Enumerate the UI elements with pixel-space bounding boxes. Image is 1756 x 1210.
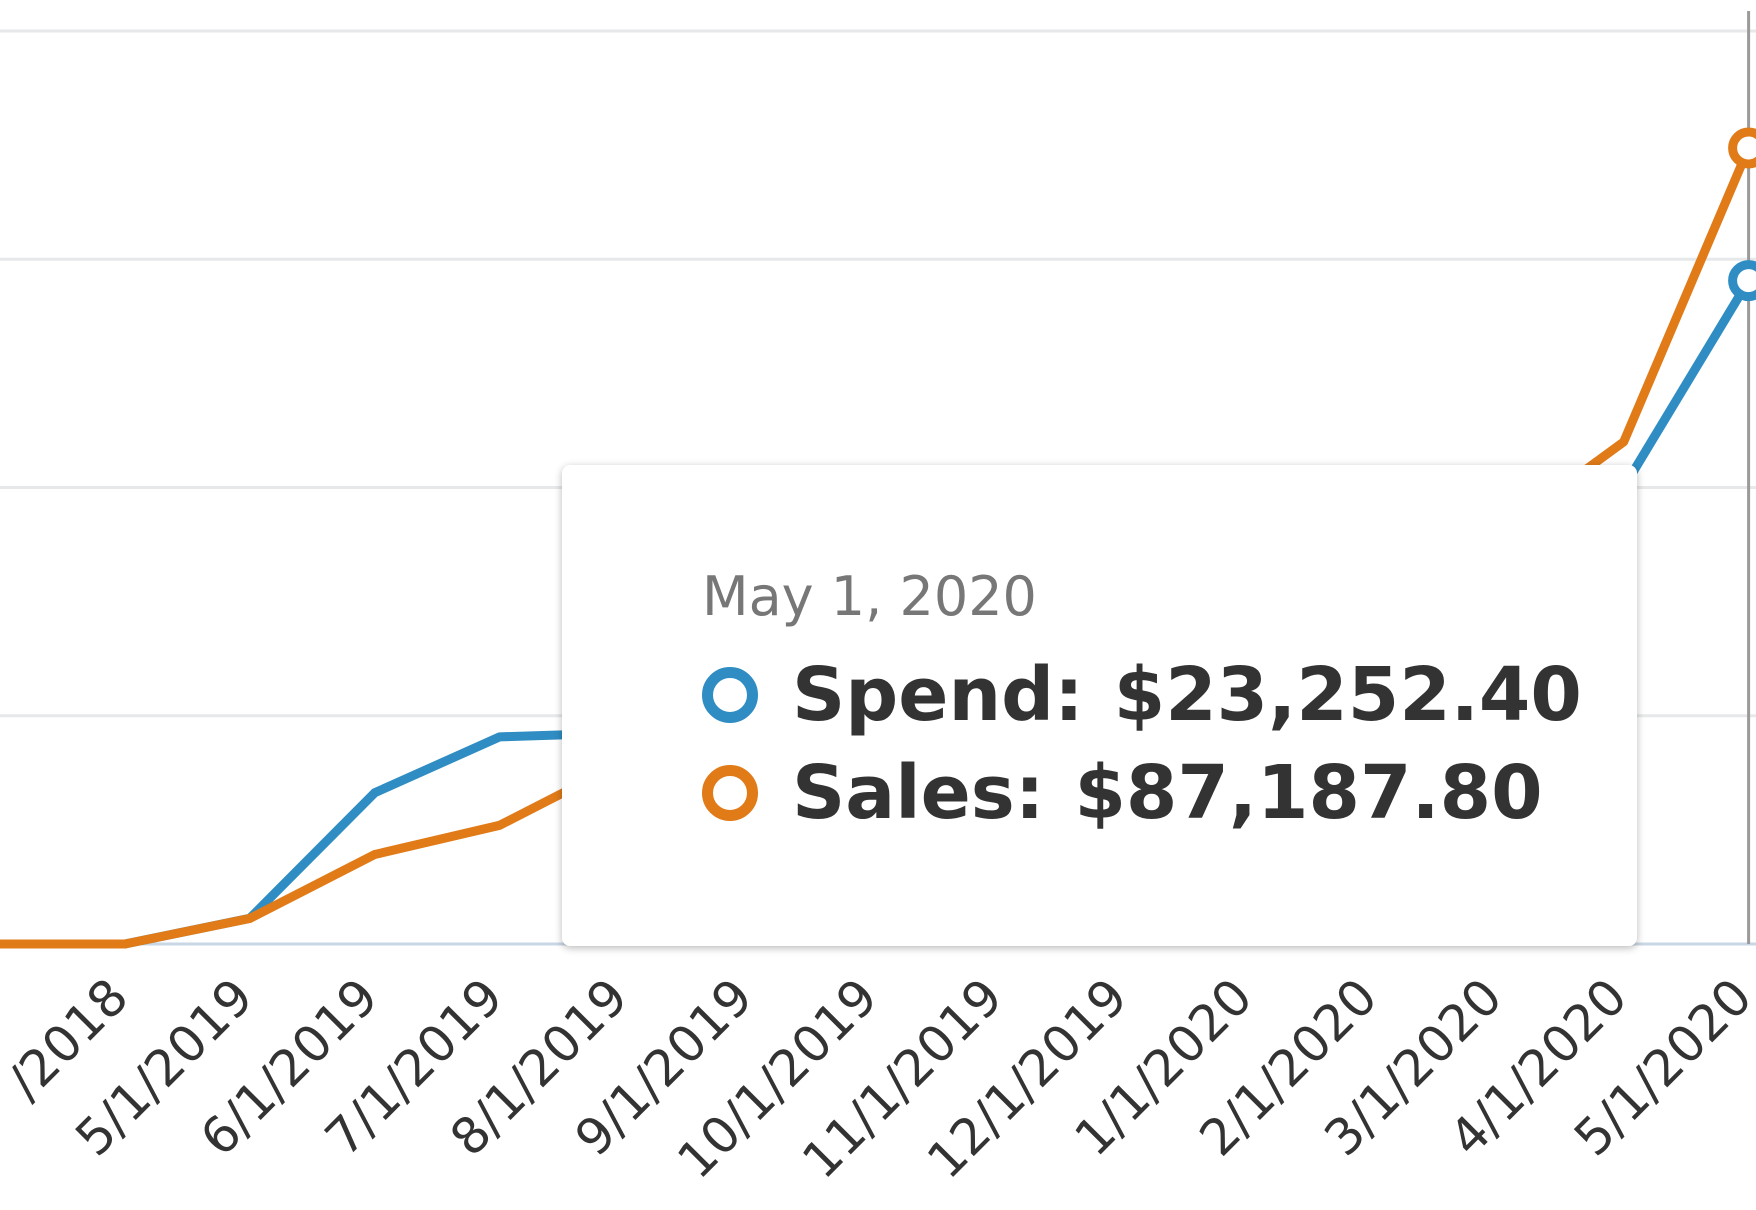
tooltip-title: May 1, 2020	[702, 565, 1037, 628]
tooltip-row: Spend: $23,252.40	[702, 646, 1637, 744]
tooltip-rows: Spend: $23,252.40 Sales: $87,187.80	[702, 646, 1637, 842]
hover-point	[1728, 127, 1756, 169]
tooltip-label: Spend:	[792, 652, 1084, 738]
tooltip-label: Sales:	[792, 750, 1045, 836]
tooltip-swatch	[702, 667, 758, 723]
tooltip-value: $87,187.80	[1074, 750, 1543, 836]
hover-point	[1728, 260, 1756, 302]
tooltip-row: Sales: $87,187.80	[702, 744, 1637, 842]
tooltip-swatch	[702, 765, 758, 821]
tooltip-value: $23,252.40	[1113, 652, 1582, 738]
tooltip: May 1, 2020 Spend: $23,252.40 Sales: $87,18…	[562, 465, 1637, 946]
